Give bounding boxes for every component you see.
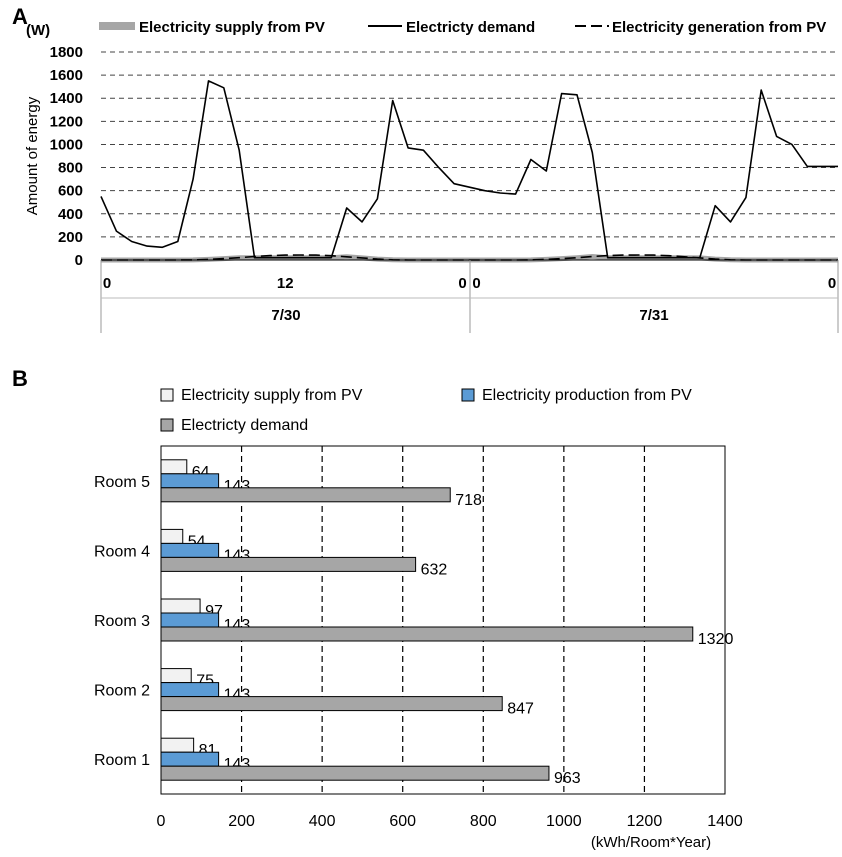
- legend-label-pv-generation: Electricity generation from PV: [612, 19, 826, 36]
- panel-a-y-tick-label: 1000: [50, 136, 83, 153]
- date-label-7-30: 7/30: [271, 307, 300, 324]
- data-label-demand: 718: [455, 492, 482, 509]
- data-label-demand: 632: [421, 561, 448, 578]
- bar-pv-supply: [160, 668, 192, 684]
- bar-pv-supply: [160, 737, 195, 753]
- bar-pv-production: [160, 542, 220, 558]
- panel-a-x-tick-label: 0: [103, 275, 111, 292]
- panel-b-x-tick-label: 1400: [707, 813, 743, 830]
- legend-label-pv-supply: Electricity supply from PV: [139, 19, 325, 36]
- panel-b-category-labels: Room 5 Room 4 Room 3 Room 2 Room 1: [94, 474, 150, 769]
- panel-a-y-tick-label: 1800: [50, 44, 83, 61]
- panel-a-x-tick-label: 0: [828, 275, 836, 292]
- category-label: Room 1: [94, 752, 150, 769]
- category-label: Room 4: [94, 543, 150, 560]
- panel-b-x-axis-title: (kWh/Room*Year): [591, 834, 711, 851]
- data-label-demand: 1320: [698, 631, 734, 648]
- panel-b-bars: 6414371854143632971431320751438478114396…: [160, 459, 734, 787]
- legend-label-b-pv-production: Electricity production from PV: [482, 387, 692, 404]
- data-label-demand: 963: [554, 770, 581, 787]
- panel-a-y-axis-title: Amount of energy: [24, 96, 41, 215]
- bar-pv-production: [160, 473, 220, 489]
- bar-pv-supply: [160, 598, 201, 614]
- panel-a-y-tick-label: 0: [75, 252, 83, 269]
- category-label: Room 3: [94, 613, 150, 630]
- panel-b-plot-frame: [160, 445, 726, 795]
- legend-label-demand: Electricty demand: [406, 19, 535, 36]
- panel-a-y-tick-label: 1600: [50, 67, 83, 84]
- panel-a-label: A: [12, 4, 28, 29]
- bar-demand: [160, 487, 451, 503]
- bar-pv-supply: [160, 528, 184, 544]
- panel-b-x-tick-label: 1000: [546, 813, 582, 830]
- legend-label-b-demand: Electricty demand: [181, 417, 308, 434]
- panel-a-unit: (W): [26, 22, 50, 39]
- panel-a-series: [100, 80, 838, 263]
- bar-demand: [160, 556, 417, 572]
- legend-swatch-pv-supply: [99, 22, 135, 30]
- panel-a-y-tick-label: 400: [58, 206, 83, 223]
- panel-a-x-tick-labels: 0 12 0 0 0: [103, 275, 836, 292]
- data-label-demand: 847: [507, 701, 534, 718]
- panel-b-x-tick-labels: 0 200 400 600 800 1000 1200 1400: [157, 813, 743, 830]
- panel-a-y-tick-label: 200: [58, 229, 83, 246]
- bar-pv-production: [160, 612, 220, 628]
- date-label-7-31: 7/31: [639, 307, 668, 324]
- panel-a-y-tick-labels: 0 200 400 600 800 1000 1200 1400 1600 1800: [50, 44, 83, 269]
- series-line-demand: [100, 80, 838, 259]
- category-label: Room 5: [94, 474, 150, 491]
- bar-pv-supply: [160, 459, 188, 475]
- panel-b-x-tick-label: 800: [470, 813, 497, 830]
- panel-b-legend: Electricity supply from PV Electricity p…: [160, 387, 692, 434]
- panel-a-y-tick-label: 800: [58, 160, 83, 177]
- panel-b-x-tick-label: 600: [389, 813, 416, 830]
- panel-b-x-tick-label: 200: [228, 813, 255, 830]
- bar-pv-production: [160, 682, 220, 698]
- panel-a-y-tick-label: 1200: [50, 113, 83, 130]
- panel-b-x-tick-label: 0: [157, 813, 166, 830]
- bar-demand: [160, 626, 694, 642]
- panel-b-x-tick-label: 400: [309, 813, 336, 830]
- bar-pv-production: [160, 751, 220, 767]
- panel-b-label: B: [12, 366, 28, 391]
- bar-demand: [160, 765, 550, 781]
- panel-b-gridlines: [240, 446, 646, 794]
- legend-swatch-b-pv-production: [461, 388, 475, 402]
- legend-label-b-pv-supply: Electricity supply from PV: [181, 387, 363, 404]
- panel-a-x-tick-label: 0: [458, 275, 466, 292]
- panel-b-x-tick-label: 1200: [627, 813, 663, 830]
- panel-a-legend: Electricity supply from PV Electricty de…: [99, 19, 826, 36]
- panel-a-gridlines: [101, 51, 838, 238]
- panel-a-y-tick-label: 1400: [50, 90, 83, 107]
- legend-swatch-b-pv-supply: [160, 388, 174, 402]
- bar-demand: [160, 696, 503, 712]
- category-label: Room 2: [94, 683, 150, 700]
- panel-a-x-tick-label: 0: [472, 275, 480, 292]
- legend-swatch-b-demand: [160, 418, 174, 432]
- panel-a-y-tick-label: 600: [58, 183, 83, 200]
- panel-a-x-tick-label: 12: [277, 275, 294, 292]
